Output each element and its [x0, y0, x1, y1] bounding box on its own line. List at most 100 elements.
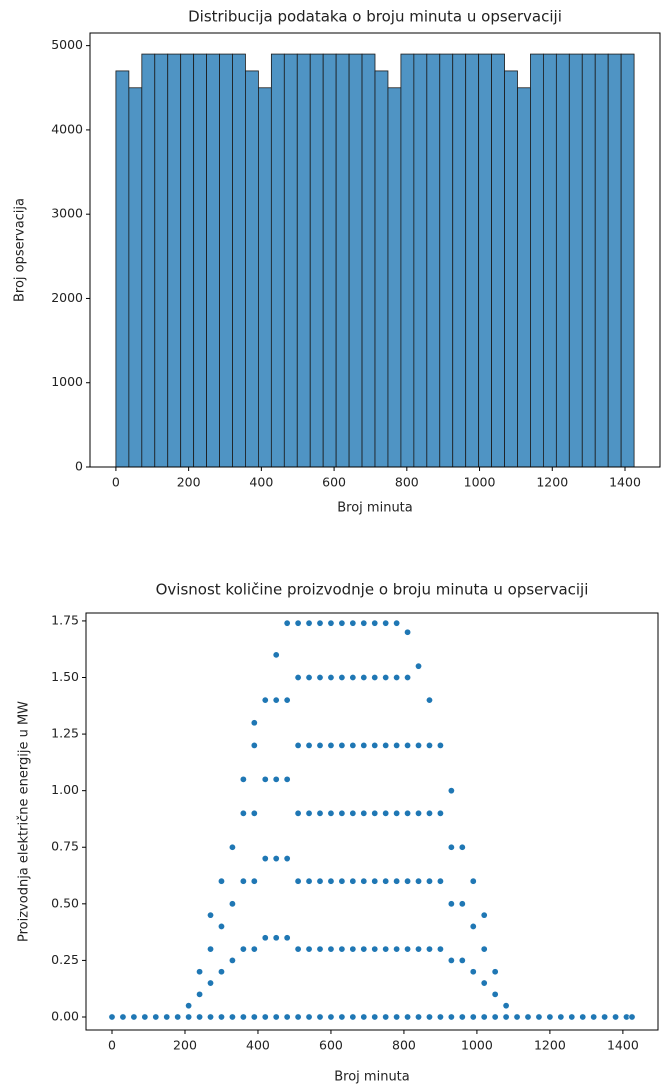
scatter-point — [305, 619, 313, 627]
scatter-point — [568, 1013, 576, 1021]
scatter-point — [316, 877, 324, 885]
scatter-point — [382, 809, 390, 817]
bar — [206, 53, 220, 468]
scatter-point — [360, 674, 368, 682]
scatter-point — [294, 741, 302, 749]
scatter-point — [360, 1013, 368, 1021]
scatter-point — [535, 1013, 543, 1021]
y-tick-label: 0 — [75, 459, 83, 474]
y-tick-label: 0.75 — [51, 839, 79, 854]
scatter-point — [228, 956, 236, 964]
scatter-point — [425, 696, 433, 704]
scatter-point — [185, 1013, 193, 1021]
scatter-point — [141, 1013, 149, 1021]
scatter-point — [327, 674, 335, 682]
bar — [335, 53, 350, 468]
scatter-point — [491, 990, 499, 998]
scatter-point — [283, 619, 291, 627]
scatter-point — [404, 628, 412, 636]
scatter-point — [557, 1013, 565, 1021]
scatter-point — [404, 1013, 412, 1021]
scatter-point — [228, 1013, 236, 1021]
x-axis-label: Broj minuta — [337, 501, 413, 516]
x-tick-label: 600 — [322, 475, 346, 490]
scatter-point — [491, 968, 499, 976]
scatter-point — [382, 877, 390, 885]
scatter-point — [327, 809, 335, 817]
bar — [517, 87, 531, 468]
scatter-point — [513, 1013, 521, 1021]
scatter-point — [469, 1013, 477, 1021]
bar — [232, 53, 246, 468]
scatter-point — [447, 843, 455, 851]
scatter-point — [239, 775, 247, 783]
scatter-point — [207, 911, 215, 919]
scatter-point — [469, 877, 477, 885]
x-tick-label: 400 — [246, 1038, 270, 1053]
bar — [322, 53, 337, 468]
x-tick-label: 1200 — [536, 475, 568, 490]
scatter-point — [436, 1013, 444, 1021]
scatter-point — [217, 1013, 225, 1021]
bar — [245, 70, 259, 468]
x-tick-label: 200 — [173, 1038, 197, 1053]
bar — [193, 53, 207, 468]
scatter-point — [349, 1013, 357, 1021]
scatter-point — [185, 1002, 193, 1010]
bar — [270, 53, 285, 468]
scatter-point — [393, 809, 401, 817]
scatter-point — [371, 619, 379, 627]
scatter-point — [349, 674, 357, 682]
y-tick-label: 0.25 — [51, 952, 79, 967]
scatter-point — [393, 674, 401, 682]
scatter-point — [425, 945, 433, 953]
scatter-point — [371, 945, 379, 953]
scatter-point — [338, 877, 346, 885]
scatter-point — [349, 741, 357, 749]
x-tick-label: 1000 — [464, 475, 496, 490]
y-axis-label: Proizvodnja električne energije u MW — [17, 701, 32, 942]
scatter-point — [152, 1013, 160, 1021]
scatter-point — [436, 741, 444, 749]
scatter-point — [250, 741, 258, 749]
bar — [465, 53, 480, 468]
scatter-point — [305, 674, 313, 682]
scatter-point — [217, 877, 225, 885]
scatter-point — [382, 1013, 390, 1021]
scatter-point — [305, 945, 313, 953]
bar — [167, 53, 182, 468]
scatter-point — [294, 945, 302, 953]
scatter-point — [458, 956, 466, 964]
scatter-point — [283, 934, 291, 942]
scatter-point — [283, 1013, 291, 1021]
scatter-point — [283, 696, 291, 704]
scatter-point — [491, 1013, 499, 1021]
scatter-point — [130, 1013, 138, 1021]
scatter-point — [261, 934, 269, 942]
scatter-point — [404, 877, 412, 885]
scatter-point — [250, 809, 258, 817]
scatter-point — [283, 855, 291, 863]
scatter-point — [360, 945, 368, 953]
bar — [115, 70, 130, 468]
bar — [141, 53, 156, 468]
scatter-point — [415, 809, 423, 817]
scatter-point — [316, 674, 324, 682]
y-tick-label: 0.00 — [51, 1008, 79, 1023]
scatter-point — [250, 1013, 258, 1021]
scatter-point — [425, 877, 433, 885]
scatter-point — [382, 945, 390, 953]
y-tick-label: 0.50 — [51, 895, 79, 910]
scatter-point — [228, 843, 236, 851]
scatter-point — [425, 741, 433, 749]
scatter-point — [272, 1013, 280, 1021]
x-tick-label: 800 — [395, 475, 419, 490]
scatter-point — [305, 1013, 313, 1021]
scatter-point — [404, 945, 412, 953]
x-tick-label: 0 — [112, 475, 120, 490]
scatter-point — [628, 1013, 636, 1021]
x-tick-label: 0 — [108, 1038, 116, 1053]
x-tick-label: 200 — [177, 475, 201, 490]
scatter-point — [546, 1013, 554, 1021]
